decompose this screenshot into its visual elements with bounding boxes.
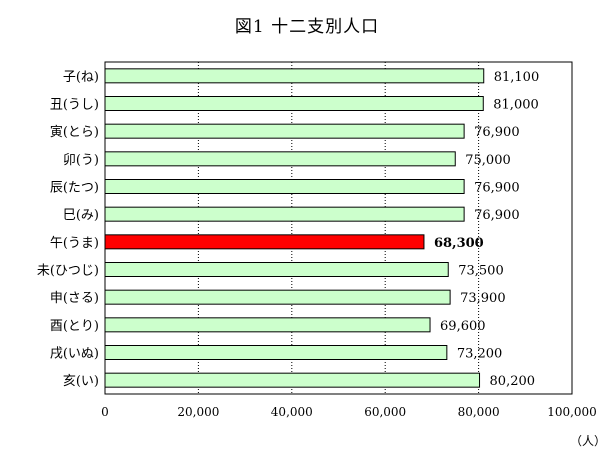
category-label: 卯(う) <box>63 153 99 168</box>
category-label: 巳(み) <box>63 208 99 223</box>
x-tick-label: 20,000 <box>177 405 219 419</box>
value-label: 68,300 <box>434 236 484 251</box>
value-label: 69,600 <box>440 319 486 334</box>
plot-area <box>104 61 573 395</box>
category-label: 辰(たつ) <box>50 181 99 196</box>
labels: 0 20,000 40,000 60,000 80,000 100,000 子(ね) 81,1… <box>37 70 597 419</box>
grid-lines <box>197 62 480 394</box>
bars <box>104 68 485 388</box>
value-label: 76,900 <box>474 181 520 196</box>
bar <box>104 289 451 305</box>
category-label: 酉(とり) <box>50 319 99 334</box>
category-label: 戌(いぬ) <box>50 347 99 362</box>
value-label: 73,500 <box>458 264 504 279</box>
bar <box>104 179 465 194</box>
value-label: 76,900 <box>474 208 520 223</box>
bar <box>104 262 449 277</box>
category-label: 未(ひつじ) <box>37 264 99 279</box>
bar <box>104 151 456 167</box>
bar <box>104 206 465 222</box>
category-label: 子(ね) <box>63 70 99 85</box>
value-label: 73,200 <box>457 347 503 362</box>
bar <box>104 234 425 250</box>
category-label: 午(うま) <box>50 236 99 251</box>
value-label: 80,200 <box>490 374 536 389</box>
value-label: 81,100 <box>494 70 540 85</box>
x-tick-label: 60,000 <box>364 405 406 419</box>
category-label: 申(さる) <box>50 291 99 306</box>
unit-label: （人） <box>569 434 606 448</box>
bar <box>104 96 484 111</box>
x-tick-label: 80,000 <box>458 405 500 419</box>
bar <box>104 345 448 360</box>
category-label: 亥(い) <box>63 374 99 389</box>
chart-title: 図1 十二支別人口 <box>234 17 380 37</box>
value-label: 73,900 <box>460 291 506 306</box>
value-label: 75,000 <box>465 153 511 168</box>
x-tick-label: 40,000 <box>271 405 313 419</box>
x-tick-label: 100,000 <box>547 405 597 419</box>
category-label: 寅(とら) <box>50 124 99 140</box>
bar <box>104 317 431 333</box>
bar <box>104 68 485 84</box>
bar <box>104 372 481 388</box>
value-label: 81,000 <box>493 98 539 113</box>
bar <box>104 123 465 139</box>
category-label: 丑(うし) <box>50 98 99 113</box>
x-tick-label: 0 <box>101 405 109 419</box>
value-label: 76,900 <box>474 125 520 140</box>
